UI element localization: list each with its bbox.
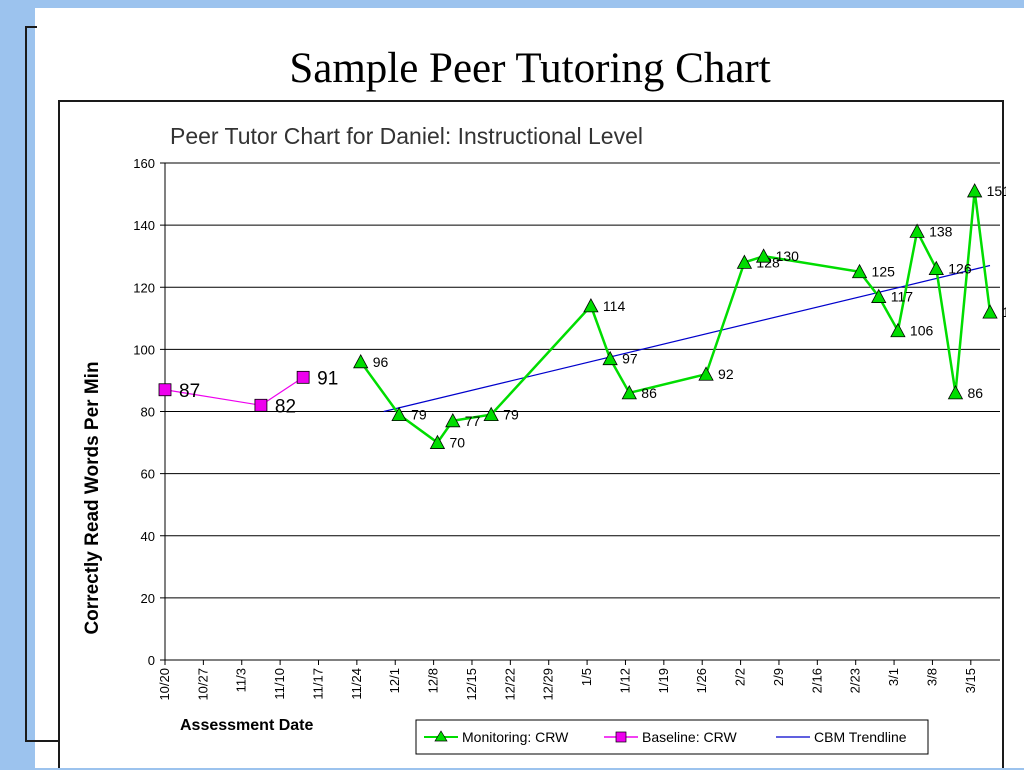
x-tick-label: 1/19: [656, 668, 671, 693]
monitoring-data-label: 86: [641, 385, 657, 401]
monitoring-data-label: 138: [929, 223, 953, 239]
chart-title: Peer Tutor Chart for Daniel: Instruction…: [170, 123, 643, 149]
monitoring-line: [359, 190, 992, 445]
monitoring-point: [890, 322, 906, 338]
x-tick-label: 1/5: [579, 668, 594, 686]
x-tick-label: 2/2: [733, 668, 748, 686]
legend-baseline-label: Baseline: CRW: [642, 729, 737, 745]
y-tick-label: 0: [148, 653, 155, 668]
x-tick-label: 3/15: [963, 668, 978, 693]
legend-baseline-marker: [615, 731, 627, 743]
trendline: [383, 264, 991, 413]
monitoring-data-label: 130: [776, 248, 800, 264]
x-tick-label: 10/20: [157, 668, 172, 701]
monitoring-data-label: 117: [891, 289, 914, 305]
monitoring-data-label: 114: [603, 298, 626, 314]
baseline-point: [158, 383, 172, 397]
monitoring-data-label: 70: [449, 435, 465, 451]
monitoring-point: [736, 254, 753, 269]
gridlines: [160, 162, 1000, 665]
x-tick-label: 12/29: [541, 668, 556, 701]
x-tick-label: 11/24: [349, 668, 364, 700]
baseline-data-label: 87: [179, 381, 200, 402]
x-tick-label: 12/1: [387, 668, 402, 693]
monitoring-data-label: 106: [910, 323, 934, 339]
slide-title: Sample Peer Tutoring Chart: [289, 45, 771, 92]
baseline-data-label: 82: [275, 396, 296, 417]
monitoring-data-label: 86: [967, 385, 983, 401]
legend-box: [415, 719, 929, 755]
monitoring-point: [982, 304, 998, 319]
slide-frame-left: [25, 26, 27, 742]
legend-monitoring-marker: [434, 730, 448, 742]
monitoring-point: [483, 406, 499, 422]
legend-trend-label: CBM Trendline: [814, 729, 907, 745]
x-tick-label: 2/9: [771, 668, 786, 686]
monitoring-point: [928, 260, 944, 276]
x-tick-label: 11/17: [310, 668, 325, 700]
monitoring-point: [755, 248, 772, 263]
slide-frame-top: [25, 26, 37, 28]
monitoring-point: [698, 366, 714, 381]
monitoring-data-label: 125: [872, 264, 896, 280]
chart-container: Peer Tutor Chart for Daniel: Instruction…: [58, 100, 1006, 768]
x-tick-labels: 10/20 10/27 11/3 11/10 11/17 11/24 12/1 12/8 12/…: [157, 668, 978, 701]
x-tick-label: 11/3: [234, 668, 249, 692]
monitoring-point: [909, 223, 925, 238]
legend-monitoring-label: Monitoring: CRW: [462, 729, 569, 745]
monitoring-point: [871, 288, 887, 303]
monitoring-data-label: 92: [718, 366, 734, 382]
x-tick-label: 1/26: [694, 668, 709, 693]
x-tick-label: 2/16: [809, 668, 824, 693]
monitoring-point: [353, 353, 369, 369]
series-layer: 8782919679707779114978692128130125117106…: [158, 183, 1006, 451]
y-tick-labels: 0 20 40 60 80 100 120 140 160: [133, 156, 155, 668]
y-tick-label: 20: [141, 591, 155, 606]
monitoring-point: [966, 183, 983, 198]
monitoring-data-label: 77: [465, 413, 481, 429]
monitoring-data-label: 79: [411, 407, 427, 423]
monitoring-data-label: 151: [987, 183, 1006, 199]
monitoring-point: [621, 385, 637, 400]
x-tick-label: 12/15: [464, 668, 479, 701]
y-tick-label: 60: [141, 467, 155, 482]
x-tick-label: 11/10: [272, 668, 287, 700]
x-tick-label: 2/23: [848, 668, 863, 693]
x-tick-label: 1/12: [617, 668, 632, 693]
monitoring-data-label: 112: [1002, 304, 1006, 320]
monitoring-point: [429, 434, 446, 449]
y-tick-label: 100: [133, 342, 155, 357]
chart-legend: Monitoring: CRW Baseline: CRW CBM Trendl…: [415, 719, 929, 755]
monitoring-data-label: 126: [948, 261, 972, 277]
x-axis-title: Assessment Date: [180, 717, 314, 734]
monitoring-data-label: 79: [503, 407, 519, 423]
monitoring-point: [391, 406, 407, 422]
monitoring-data-label: 96: [373, 354, 389, 370]
y-axis-title: Correctly Read Words Per Min: [82, 361, 103, 634]
slide-frame-bottom: [25, 740, 60, 742]
x-tick-label: 10/27: [195, 668, 210, 701]
chart-svg: Peer Tutor Chart for Daniel: Instruction…: [82, 123, 1006, 755]
x-tick-label: 12/8: [426, 668, 441, 693]
monitoring-point: [947, 385, 964, 400]
x-tick-label: 3/8: [924, 668, 939, 686]
x-tick-label: 3/1: [886, 668, 901, 686]
x-tick-label: 12/22: [502, 668, 517, 701]
y-tick-label: 160: [133, 156, 155, 171]
baseline-data-label: 91: [317, 368, 338, 389]
monitoring-point: [602, 350, 618, 366]
y-tick-label: 120: [133, 280, 155, 295]
monitoring-point: [583, 298, 599, 313]
baseline-point: [254, 398, 268, 412]
baseline-point: [296, 370, 310, 384]
y-tick-label: 40: [141, 529, 155, 544]
monitoring-data-label: 97: [622, 351, 638, 367]
y-tick-label: 80: [141, 405, 155, 420]
y-tick-label: 140: [133, 218, 155, 233]
monitoring-point: [445, 412, 461, 428]
monitoring-point: [851, 263, 868, 279]
